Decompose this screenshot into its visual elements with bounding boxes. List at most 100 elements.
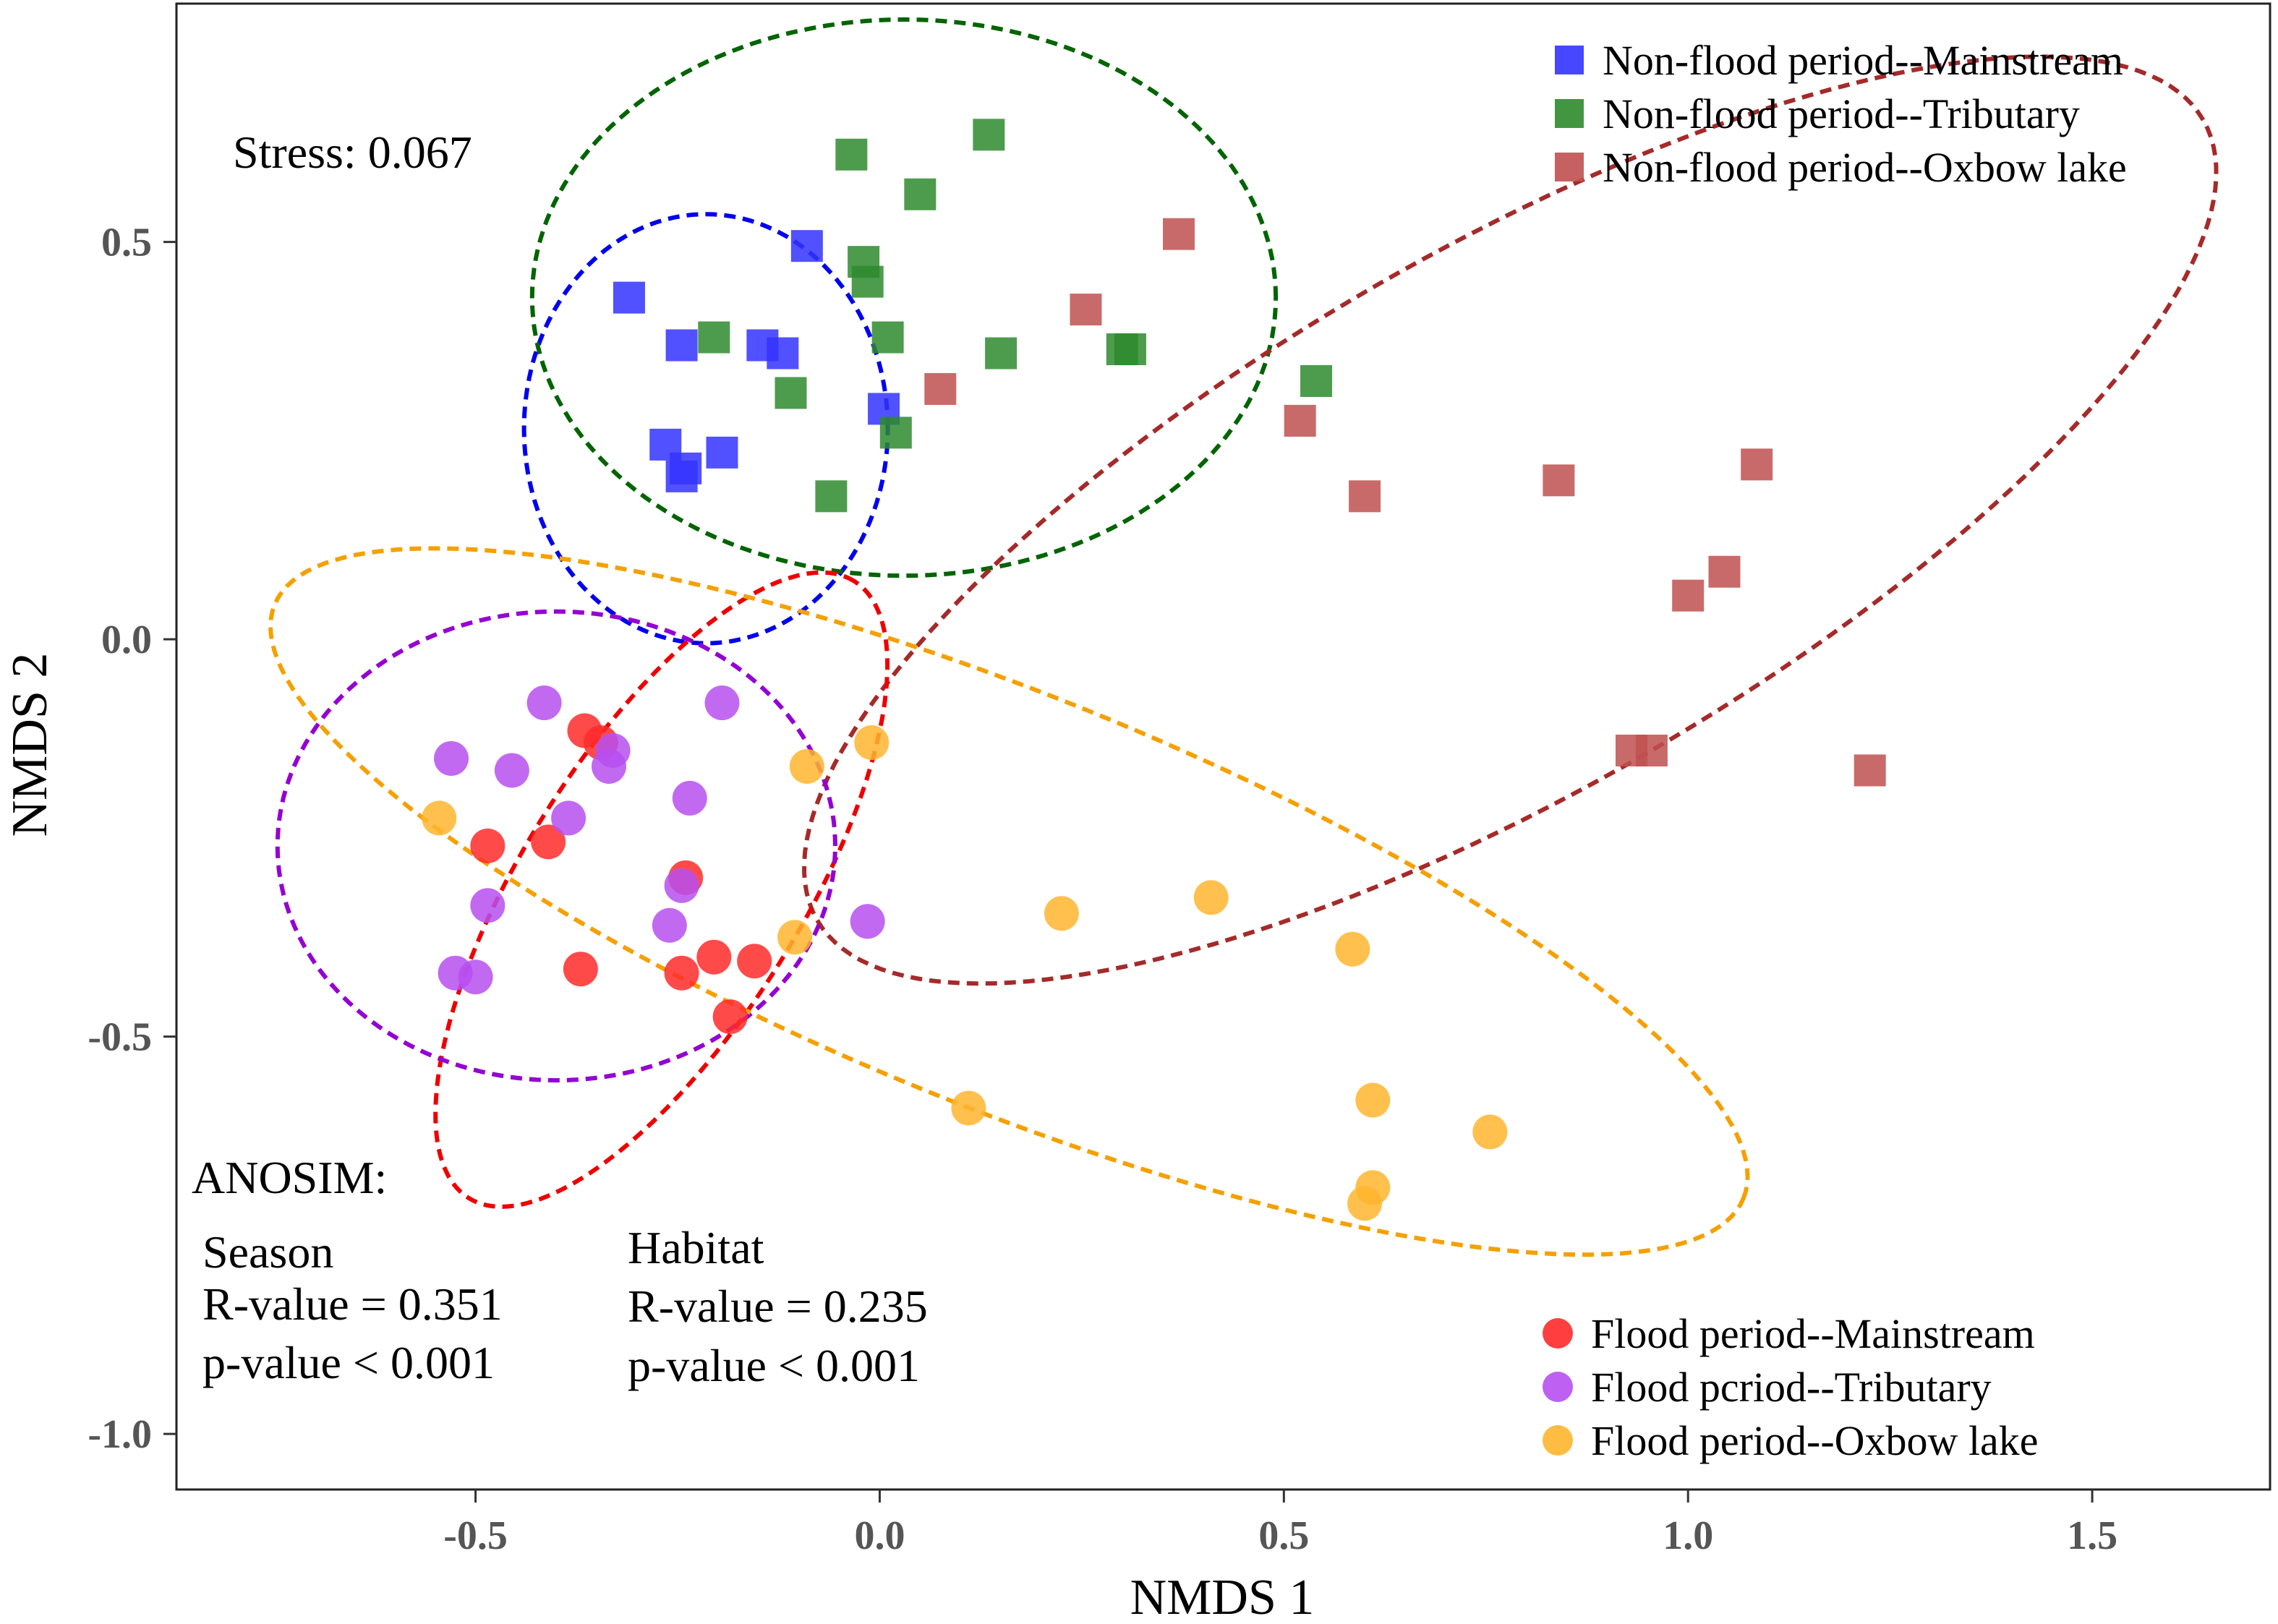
x-tick-label: -0.5 (443, 1513, 508, 1558)
point-series-5 (951, 1090, 986, 1126)
point-series-4 (652, 907, 687, 943)
point-series-4 (551, 800, 586, 836)
point-series-5 (1355, 1082, 1391, 1118)
point-series-1 (851, 265, 884, 298)
anosim-habitat-p: p-value < 0.001 (628, 1340, 920, 1391)
ellipse-series-4 (275, 609, 838, 1083)
point-series-4 (704, 685, 740, 721)
point-series-4 (434, 740, 469, 776)
legend-label-0: Non-flood period--Mainstream (1603, 37, 2123, 84)
point-series-2 (1853, 754, 1886, 787)
legend-label-4: Flood pcriod--Tributary (1591, 1364, 1992, 1411)
anosim-season-r: R-value = 0.351 (202, 1278, 503, 1330)
y-tick-label: -1.0 (88, 1412, 152, 1457)
point-series-1 (985, 337, 1018, 369)
point-series-1 (775, 377, 807, 409)
point-series-3 (737, 944, 772, 979)
ellipse-series-5 (268, 546, 1750, 1257)
point-series-3 (563, 952, 598, 987)
point-series-2 (1672, 579, 1705, 612)
ellipse-series-1 (529, 17, 1279, 578)
point-series-2 (1543, 464, 1575, 497)
point-series-5 (422, 800, 457, 836)
point-series-4 (850, 904, 885, 939)
point-series-4 (470, 888, 505, 923)
point-series-4 (458, 960, 493, 995)
legend-key-1 (1555, 99, 1584, 128)
legend-label-3: Flood period--Mainstream (1591, 1310, 2035, 1357)
point-series-0 (613, 281, 645, 314)
point-series-3 (531, 824, 566, 860)
point-series-3 (712, 999, 748, 1035)
point-series-1 (1114, 333, 1146, 366)
point-series-4 (664, 868, 699, 903)
point-series-3 (664, 955, 699, 991)
point-series-5 (789, 748, 824, 784)
ellipse-layer (268, 17, 2219, 1257)
point-series-1 (1300, 364, 1333, 397)
point-series-0 (790, 230, 823, 262)
ellipse-series-2 (802, 54, 2219, 986)
legend-key-4 (1543, 1372, 1573, 1402)
legend-bottom: Flood period--Mainstream Flood pcriod--Tr… (1543, 1310, 2039, 1464)
x-axis-ticks: -0.5 0.0 0.5 1.0 1.5 (443, 1490, 2117, 1558)
x-tick-label: 0.0 (854, 1513, 905, 1558)
legend-key-2 (1555, 153, 1584, 181)
anosim-season-label: Season (202, 1226, 333, 1278)
point-series-4 (672, 780, 707, 816)
point-series-1 (871, 321, 904, 354)
point-series-0 (767, 337, 799, 369)
point-series-5 (777, 920, 813, 955)
y-tick-label: -0.5 (88, 1015, 152, 1060)
point-series-2 (1741, 448, 1773, 481)
point-series-5 (854, 725, 890, 761)
point-series-1 (815, 480, 848, 513)
point-series-2 (1163, 218, 1195, 250)
point-series-2 (1070, 294, 1102, 326)
point-series-1 (904, 178, 937, 210)
point-series-1 (879, 416, 912, 449)
legend-key-0 (1555, 46, 1584, 74)
ellipse-series-3 (433, 570, 890, 1209)
legend-label-2: Non-flood period--Oxbow lake (1603, 144, 2127, 191)
point-series-3 (696, 939, 732, 975)
anosim-heading: ANOSIM: (192, 1152, 387, 1203)
point-series-3 (470, 828, 505, 863)
x-tick-label: 0.5 (1258, 1513, 1309, 1558)
stress-label: Stress: 0.067 (233, 127, 472, 178)
legend-key-5 (1543, 1425, 1573, 1456)
y-axis-title: NMDS 2 (2, 653, 58, 837)
point-series-4 (592, 748, 627, 784)
y-axis-ticks: 0.5 0.0 -0.5 -1.0 (88, 221, 176, 1457)
point-series-5 (1472, 1114, 1508, 1150)
anosim-season-p: p-value < 0.001 (202, 1337, 495, 1388)
legend-label-5: Flood period--Oxbow lake (1591, 1417, 2039, 1464)
point-series-4 (494, 753, 529, 788)
point-series-2 (924, 372, 957, 405)
point-series-0 (665, 329, 698, 362)
x-axis-title: NMDS 1 (1130, 1570, 1315, 1624)
point-series-5 (1335, 931, 1370, 967)
point-series-5 (1347, 1186, 1383, 1221)
point-series-2 (1635, 734, 1668, 766)
point-series-1 (973, 119, 1005, 151)
point-series-2 (1284, 404, 1316, 437)
point-series-2 (1349, 480, 1381, 513)
point-series-0 (665, 460, 698, 492)
anosim-habitat-r: R-value = 0.235 (628, 1281, 928, 1332)
x-tick-label: 1.0 (1663, 1513, 1713, 1558)
point-series-1 (698, 321, 730, 354)
points-layer (422, 119, 1886, 1221)
legend-key-3 (1543, 1318, 1573, 1349)
point-series-0 (706, 436, 738, 469)
point-series-4 (526, 685, 562, 721)
point-series-5 (1044, 896, 1079, 931)
plot-frame (175, 2, 2271, 1491)
y-tick-label: 0.0 (101, 617, 152, 662)
point-series-1 (835, 138, 868, 171)
y-tick-label: 0.5 (101, 221, 152, 265)
legend-label-1: Non-flood period--Tributary (1603, 90, 2080, 137)
x-tick-label: 1.5 (2067, 1513, 2117, 1558)
anosim-habitat-label: Habitat (628, 1222, 764, 1273)
